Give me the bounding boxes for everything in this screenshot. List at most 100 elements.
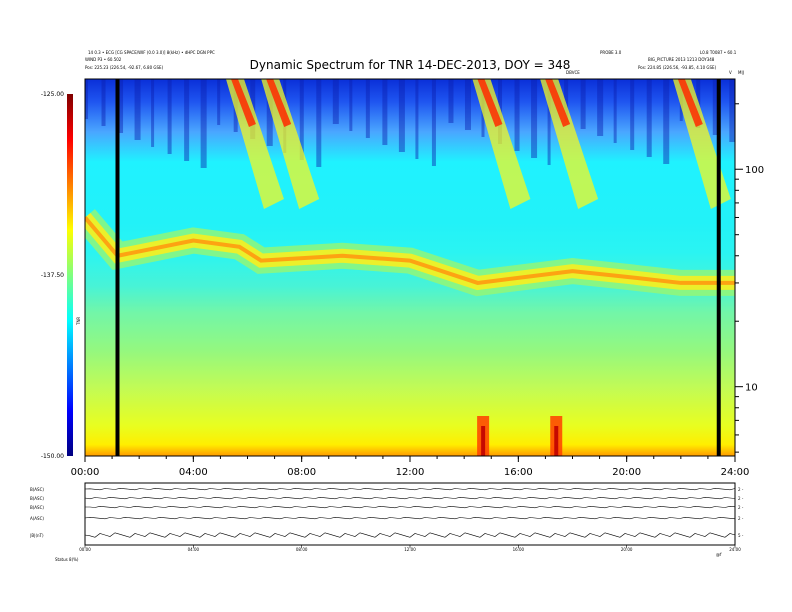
colorbar (67, 94, 73, 456)
dark-streak (729, 79, 735, 142)
ancillary-footer-right: @f (716, 552, 722, 557)
header-corner-v: V (729, 70, 732, 75)
colorbar-tick-label: -150.00 (41, 453, 64, 460)
header-right-line1a: PROBE 3.0 (600, 50, 622, 55)
dark-streak (547, 79, 551, 165)
dark-streak (217, 79, 221, 125)
low-freq-enhancement-core (481, 426, 486, 456)
ancillary-footer-left: Status 8(%) (55, 557, 79, 562)
ancillary-trace (84, 516, 736, 520)
header-right-line2: BIG_PICTURE 2013 1213 DOY348 (648, 57, 715, 62)
time-tick-label: 12:00 (396, 467, 425, 478)
ancillary-time-tick-label: 24:00 (729, 547, 741, 552)
radio-burst-core (677, 79, 703, 127)
header-left-line2: WIND P3 • 60.502 (85, 57, 122, 62)
plasma-line-core (85, 216, 735, 285)
dark-streak (464, 79, 471, 130)
dark-streak (151, 79, 155, 147)
dark-streak (613, 79, 617, 143)
colorbar-tick-label: -125.00 (41, 91, 64, 98)
header-right-position: Pos: 224.85 (226.56, -93.85, 4.10 GSE) (638, 65, 717, 70)
time-tick-label: 00:00 (71, 467, 100, 478)
dark-streak (415, 79, 419, 159)
header-right-line1b: L0.8 T0087 • 60.1 (700, 50, 737, 55)
dark-streak (101, 79, 106, 126)
ancillary-time-tick-label: 20:00 (621, 547, 633, 552)
frequency-axis: 10 100 (735, 103, 764, 453)
ancillary-trace (85, 505, 736, 509)
dark-streak (431, 79, 436, 166)
low-freq-enhancement-core (554, 426, 559, 456)
ancillary-time-tick-label: 04:00 (188, 547, 200, 552)
spectrum-features (85, 79, 735, 456)
ancillary-row-tick: 5 - (738, 533, 744, 538)
ancillary-row-tick: 2 - (738, 487, 744, 492)
time-tick-label: 04:00 (179, 467, 208, 478)
dark-streak (167, 79, 172, 154)
frequency-tick-label: 10 (745, 383, 758, 394)
dark-streak (134, 79, 141, 140)
data-gap-line (115, 79, 120, 456)
dark-streak (184, 79, 190, 161)
dark-streak (531, 79, 538, 158)
time-axis: 00:00 04:00 08:00 12:00 16:00 20:00 24:00 (71, 456, 750, 478)
time-tick-label: 08:00 (287, 467, 316, 478)
dark-streak (448, 79, 454, 123)
colorbar-label: TNR (76, 317, 81, 326)
radio-burst (540, 79, 599, 209)
dark-streak (349, 79, 353, 131)
time-tick-label: 24:00 (721, 467, 750, 478)
ancillary-frame (84, 482, 736, 546)
ancillary-row-tick: 2 - (738, 505, 744, 510)
dark-streak (630, 79, 635, 150)
dark-streak (299, 79, 304, 160)
dark-streak (580, 79, 586, 129)
radio-burst-core (230, 79, 256, 127)
dark-streak (564, 79, 569, 122)
dark-streak (514, 79, 520, 151)
ancillary-time-axis: 00:00 04:00 08:00 12:00 16:00 20:00 24:00 (79, 545, 741, 552)
header-corner-m: MIJ (738, 70, 744, 75)
dark-streak (332, 79, 339, 124)
ancillary-time-tick-label: 12:00 (404, 547, 416, 552)
colorbar-tick-label: -137.50 (41, 272, 64, 279)
dark-streak (365, 79, 370, 138)
dark-streak (398, 79, 405, 152)
frequency-tick-label: 100 (745, 165, 764, 176)
ancillary-time-tick-label: 08:00 (296, 547, 308, 552)
dark-streak (663, 79, 670, 164)
radio-burst (261, 79, 320, 209)
time-tick-label: 20:00 (612, 467, 641, 478)
ancillary-row-tick: 2 - (738, 496, 744, 501)
ancillary-time-tick-label: 00:00 (79, 547, 91, 552)
dark-streak (118, 79, 124, 133)
ancillary-row-label: |B|(nT) (30, 533, 44, 538)
dark-streak (597, 79, 604, 136)
ancillary-row-label: A(ASC) (30, 516, 44, 521)
ancillary-time-tick-label: 16:00 (513, 547, 525, 552)
data-gap-line (716, 79, 721, 456)
radio-burst-core (477, 79, 503, 127)
header-left-line1: 14 0.3 • ECG [CG SPACE/WIF (0.0 3.0)] 8(… (88, 50, 215, 55)
ancillary-trace (84, 487, 736, 491)
dark-streak (712, 79, 718, 135)
chart-title: Dynamic Spectrum for TNR 14-DEC-2013, DO… (250, 58, 571, 72)
ancillary-row-label: B(ASC) (30, 487, 44, 492)
ancillary-row-tick: 2 - (738, 516, 744, 521)
header-left-position: Pos: 225.23 (226.54, -92.67, 6.80 GSE) (85, 65, 164, 70)
header-center-label: DBVCE (566, 70, 580, 75)
dark-streak (646, 79, 652, 157)
dark-streak (85, 79, 88, 119)
time-tick-label: 16:00 (504, 467, 533, 478)
colorbar-ticks: -125.00 -137.50 -150.00 (41, 91, 64, 460)
dark-streak (382, 79, 388, 145)
spectrogram-plot (85, 79, 735, 456)
ancillary-rows: B(ASC) 2 - B(ASC) 2 - B(ASC) 2 - A(ASC) 2 - |B|(… (30, 487, 744, 538)
radio-burst-core (545, 79, 571, 127)
ancillary-row-label: B(ASC) (30, 496, 44, 501)
dark-streak (200, 79, 207, 168)
radio-burst (225, 79, 284, 209)
ancillary-row-label: B(ASC) (30, 505, 44, 510)
radio-burst (472, 79, 531, 209)
